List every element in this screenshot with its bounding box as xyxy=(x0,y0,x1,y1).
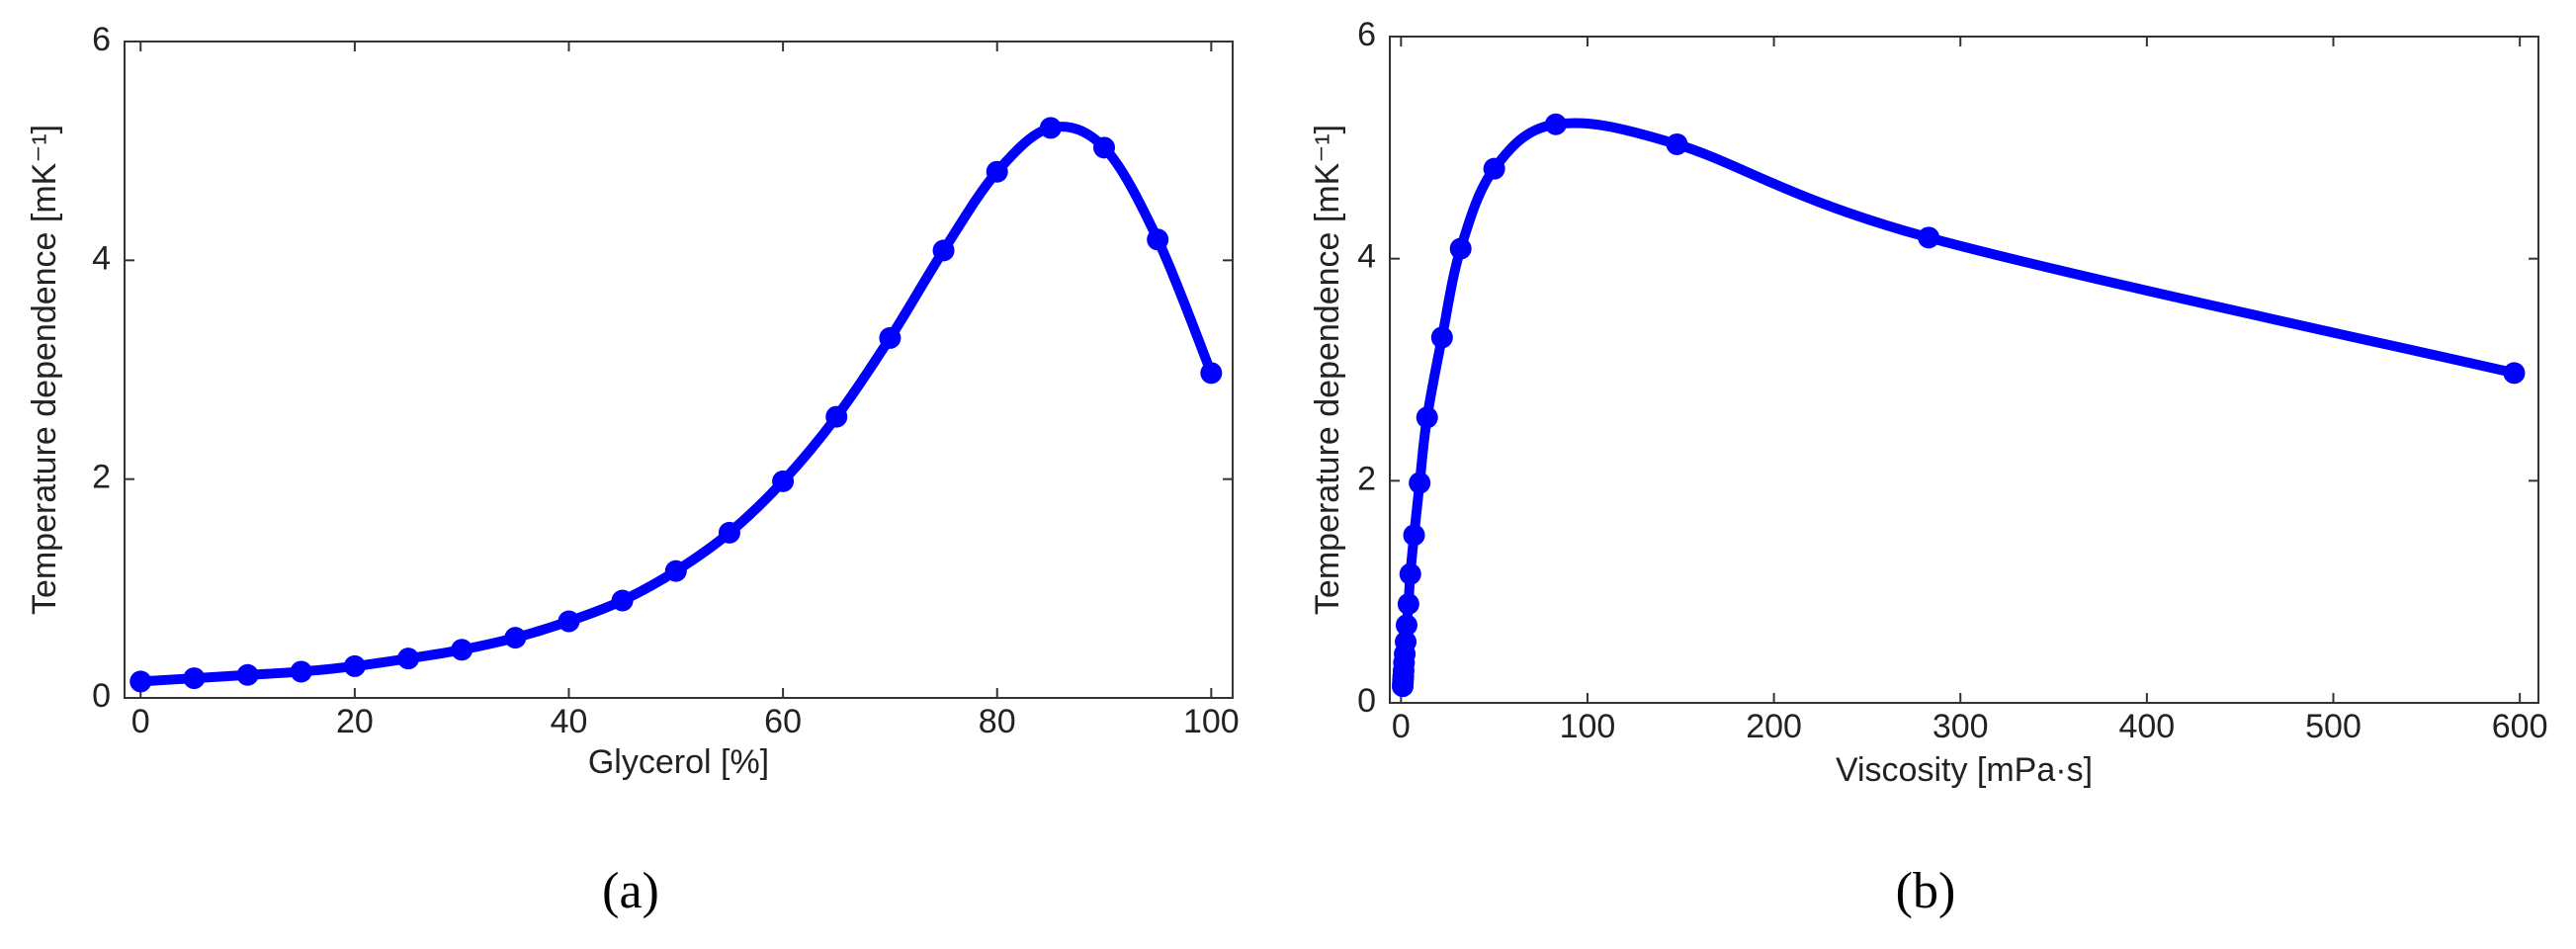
marker xyxy=(664,560,687,582)
marker xyxy=(1403,524,1425,547)
y-axis-label: Temperature dependence [mK⁻¹] xyxy=(26,125,63,615)
marker xyxy=(932,239,955,262)
x-tick-label: 100 xyxy=(1560,708,1616,745)
marker xyxy=(451,639,473,661)
marker xyxy=(1395,631,1417,653)
x-tick-label: 0 xyxy=(1392,708,1411,745)
y-tick-label: 0 xyxy=(92,677,111,715)
x-tick-label: 0 xyxy=(131,703,150,740)
marker xyxy=(879,326,902,349)
marker xyxy=(397,647,420,670)
marker xyxy=(611,589,634,612)
x-tick-label: 400 xyxy=(2118,708,2175,745)
x-tick-label: 40 xyxy=(551,703,588,740)
marker xyxy=(2503,362,2526,385)
y-tick-label: 0 xyxy=(1357,682,1376,720)
y-tick-label: 2 xyxy=(92,459,111,496)
marker xyxy=(1430,326,1453,349)
line xyxy=(1398,118,2516,688)
marker xyxy=(1449,237,1472,260)
marker xyxy=(1039,117,1062,139)
line xyxy=(139,122,1216,687)
marker xyxy=(558,610,580,633)
y-tick-label: 6 xyxy=(1357,16,1376,53)
x-tick-label: 200 xyxy=(1746,708,1802,745)
marker xyxy=(1395,614,1417,637)
marker xyxy=(1483,157,1505,180)
marker xyxy=(504,627,527,649)
marker xyxy=(825,405,848,428)
marker xyxy=(772,470,795,492)
x-tick-label: 80 xyxy=(979,703,1016,740)
x-tick-label: 500 xyxy=(2305,708,2361,745)
plot-frame xyxy=(1389,36,2539,704)
caption: (b) xyxy=(1896,863,1956,919)
marker xyxy=(183,667,206,690)
marker xyxy=(343,654,366,677)
marker xyxy=(1200,362,1223,385)
x-tick-label: 100 xyxy=(1183,703,1240,740)
y-axis-label: Temperature dependence [mK⁻¹] xyxy=(1309,125,1346,615)
y-tick-label: 4 xyxy=(1357,238,1376,276)
marker xyxy=(718,521,740,544)
marker xyxy=(1093,136,1116,159)
y-tick-label: 6 xyxy=(92,21,111,58)
x-axis-label: Glycerol [%] xyxy=(588,743,769,781)
y-tick-label: 2 xyxy=(1357,460,1376,497)
caption: (a) xyxy=(602,863,659,919)
marker xyxy=(129,670,152,693)
marker xyxy=(290,660,312,683)
x-axis-label: Viscosity [mPa·s] xyxy=(1836,751,2093,789)
plot-frame xyxy=(124,41,1234,699)
marker xyxy=(236,663,259,686)
marker xyxy=(1399,562,1421,585)
marker xyxy=(986,160,1008,183)
marker xyxy=(1666,132,1688,155)
marker xyxy=(1147,228,1169,251)
x-tick-label: 600 xyxy=(2492,708,2548,745)
marker xyxy=(1918,226,1940,249)
x-tick-label: 60 xyxy=(764,703,802,740)
x-tick-label: 20 xyxy=(336,703,374,740)
marker xyxy=(1397,593,1419,616)
marker xyxy=(1544,113,1567,135)
x-tick-label: 300 xyxy=(1932,708,1989,745)
marker xyxy=(1416,406,1438,429)
y-tick-label: 4 xyxy=(92,239,111,277)
marker xyxy=(1409,472,1431,494)
